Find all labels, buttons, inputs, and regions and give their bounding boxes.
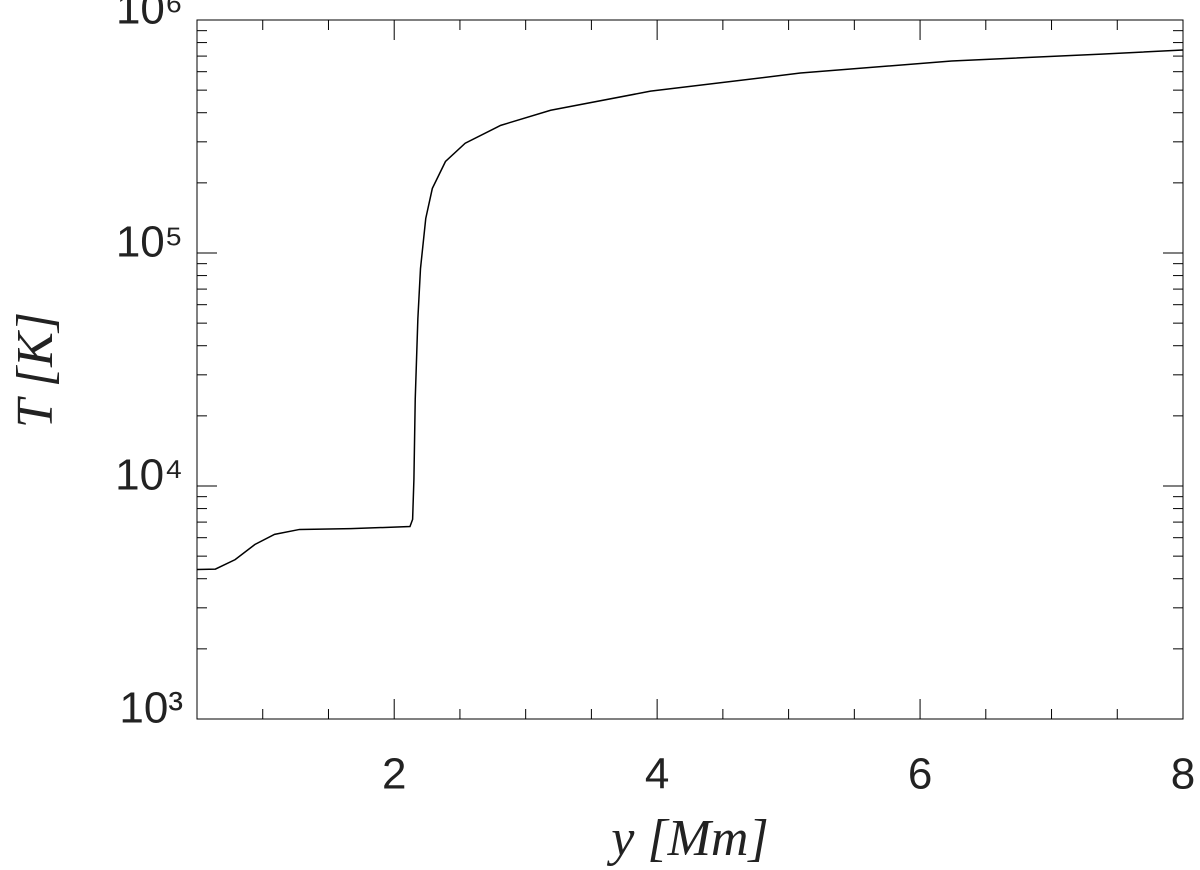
x-tick-label: 4	[645, 750, 669, 799]
y-tick-label: 10⁵	[116, 218, 183, 267]
x-axis-label: y [Mm]	[606, 810, 768, 867]
y-tick-label: 10⁴	[115, 451, 183, 500]
x-tick-label: 6	[908, 750, 932, 799]
x-tick-label: 2	[382, 750, 406, 799]
plot-frame	[196, 19, 1184, 720]
y-axis-label: T [K]	[7, 312, 64, 428]
y-tick-label: 10³	[119, 684, 183, 733]
data-line	[196, 49, 1184, 571]
y-tick-label: 10⁶	[116, 0, 183, 34]
x-tick-label: 8	[1171, 750, 1195, 799]
